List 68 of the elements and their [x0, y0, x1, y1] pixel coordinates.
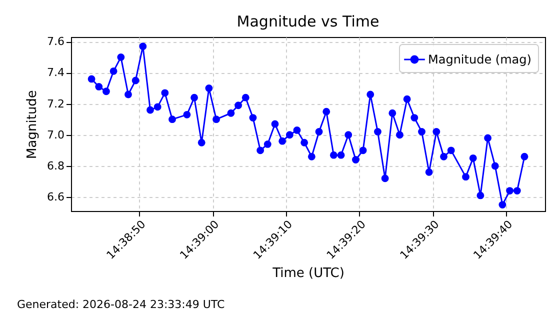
point — [469, 154, 477, 162]
point — [190, 94, 198, 102]
chart-title: Magnitude vs Time — [236, 12, 380, 31]
legend-label: Magnitude (mag) — [428, 52, 532, 66]
text: Generated: 2026-08-24 23:33:49 UTC — [17, 298, 225, 311]
point — [440, 152, 448, 160]
point — [396, 131, 404, 139]
x-axis-title: Time (UTC) — [272, 266, 344, 282]
y-tick-label: 7.2 — [47, 97, 64, 110]
point — [132, 76, 140, 84]
point — [447, 146, 455, 154]
y-tick-label: 6.8 — [47, 159, 64, 172]
point — [330, 151, 338, 159]
point — [425, 168, 433, 176]
point — [249, 114, 257, 122]
point — [234, 102, 242, 110]
point — [124, 90, 132, 98]
point — [462, 173, 470, 181]
point — [102, 88, 110, 96]
point — [278, 137, 286, 145]
point — [256, 146, 264, 154]
point — [198, 138, 206, 146]
point — [286, 131, 294, 139]
point — [212, 116, 220, 124]
point — [337, 151, 345, 159]
point — [352, 156, 360, 164]
point — [110, 67, 118, 75]
point — [506, 187, 514, 195]
point — [388, 109, 396, 117]
point — [146, 106, 154, 114]
point — [418, 128, 426, 136]
point — [498, 201, 506, 208]
point — [168, 116, 176, 124]
point — [161, 89, 169, 97]
point — [139, 42, 147, 50]
point — [381, 174, 389, 182]
y-tick-label: 6.6 — [47, 190, 64, 204]
point — [513, 187, 521, 195]
point — [344, 131, 352, 139]
point — [520, 152, 528, 160]
point — [374, 128, 382, 136]
point — [264, 140, 272, 148]
point — [403, 95, 411, 103]
point — [322, 108, 330, 116]
point — [183, 110, 191, 118]
point — [205, 84, 213, 92]
point — [315, 128, 323, 136]
point — [432, 128, 440, 136]
point — [154, 103, 162, 111]
point — [227, 109, 235, 117]
point — [366, 90, 374, 98]
point — [271, 120, 279, 128]
point — [117, 53, 125, 61]
y-tick-label: 7.0 — [47, 128, 64, 142]
point — [359, 146, 367, 154]
y-tick-label: 7.4 — [47, 66, 64, 80]
point — [484, 134, 492, 142]
point — [95, 83, 103, 90]
point — [410, 114, 418, 122]
point — [293, 126, 301, 134]
point — [491, 162, 499, 170]
point — [308, 152, 316, 160]
point — [242, 94, 250, 102]
point — [88, 75, 96, 83]
y-axis-title: Magnitude — [25, 90, 40, 159]
point — [300, 138, 308, 146]
y-tick-label: 7.6 — [47, 35, 64, 48]
point — [476, 192, 484, 200]
